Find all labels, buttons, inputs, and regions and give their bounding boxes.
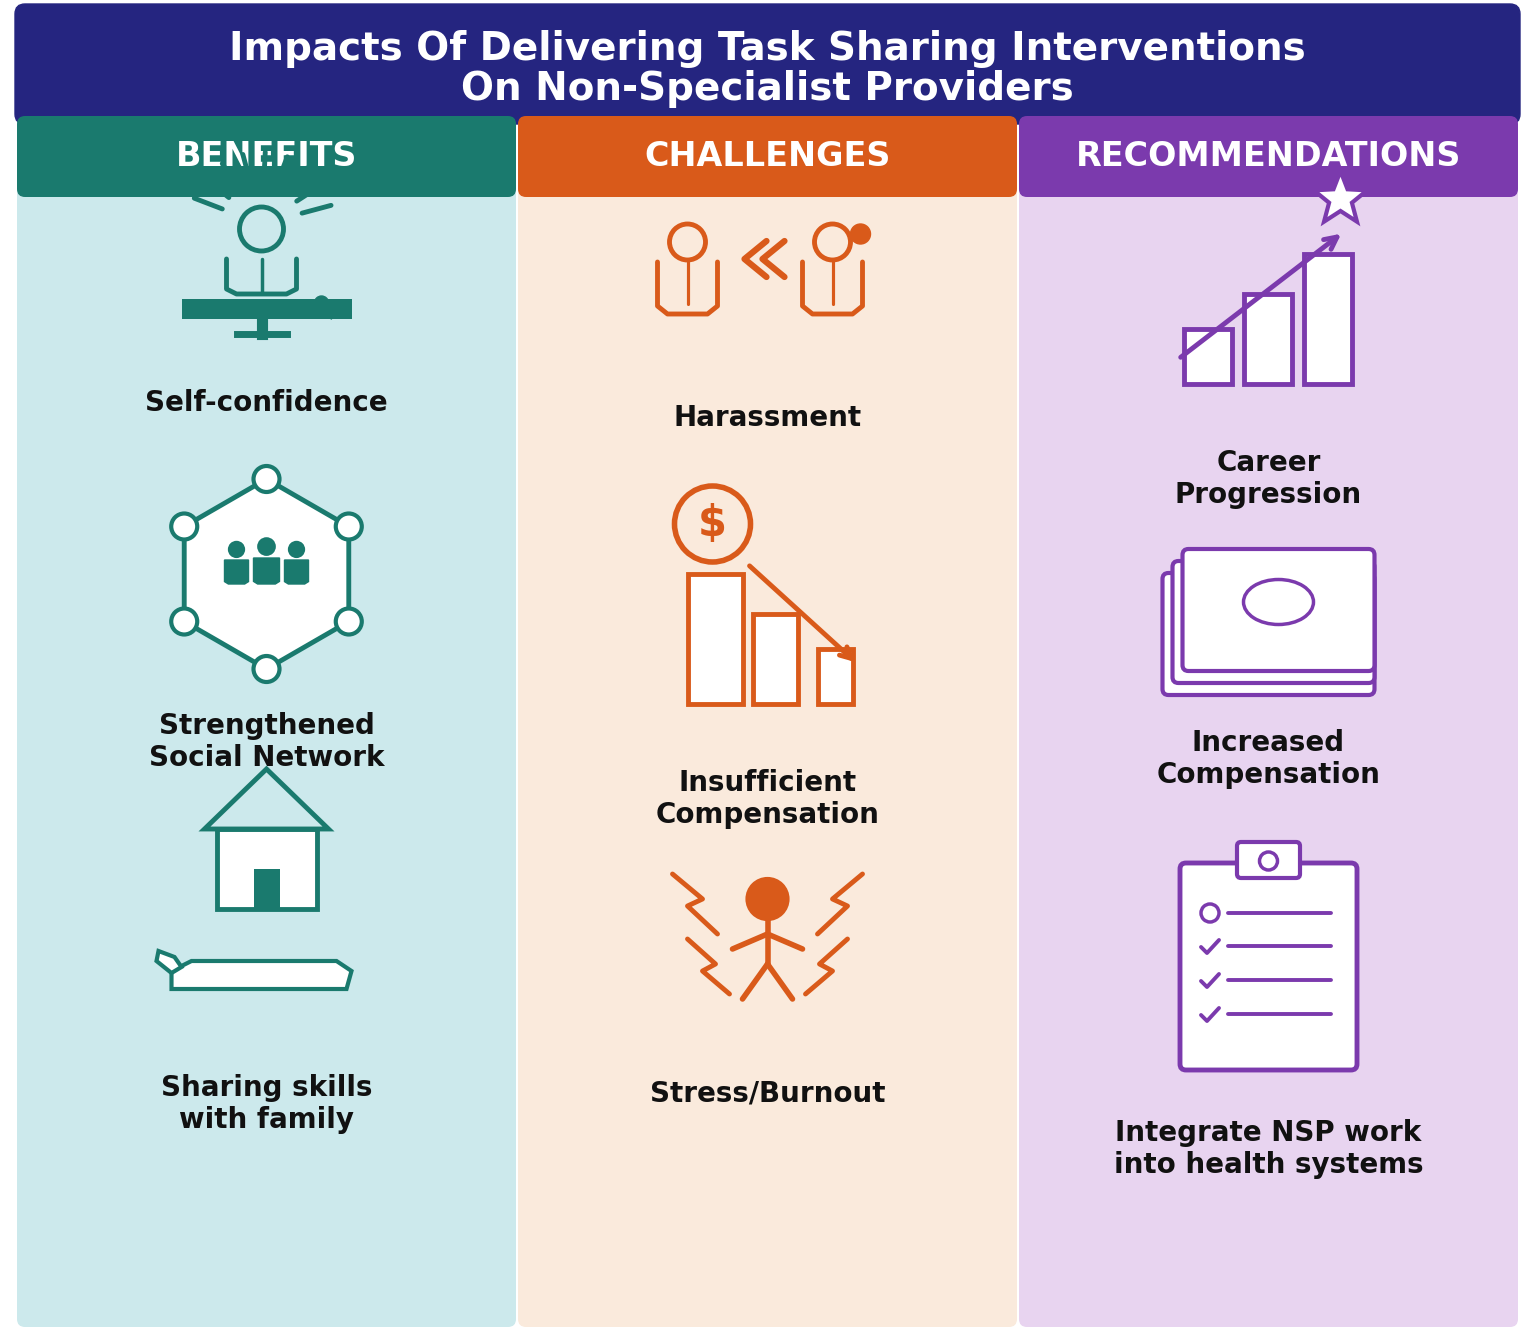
FancyBboxPatch shape [1237,841,1300,878]
Circle shape [172,513,196,539]
FancyBboxPatch shape [253,870,279,909]
FancyBboxPatch shape [818,649,852,704]
Circle shape [336,513,362,539]
Circle shape [253,656,279,681]
Circle shape [850,224,870,245]
Circle shape [748,879,787,919]
Text: Self-confidence: Self-confidence [146,388,388,417]
FancyBboxPatch shape [1019,116,1518,1327]
FancyBboxPatch shape [1180,863,1357,1070]
Text: Stress/Burnout: Stress/Burnout [649,1079,886,1107]
FancyBboxPatch shape [1019,116,1518,198]
Polygon shape [284,560,309,585]
FancyBboxPatch shape [752,614,798,704]
FancyBboxPatch shape [17,116,516,198]
Text: Sharing skills
with family: Sharing skills with family [161,1074,373,1134]
Polygon shape [1314,171,1368,222]
Circle shape [253,466,279,492]
Text: RECOMMENDATIONS: RECOMMENDATIONS [1076,140,1461,173]
FancyBboxPatch shape [1183,329,1231,384]
FancyBboxPatch shape [1303,254,1351,384]
FancyBboxPatch shape [1182,548,1374,671]
Circle shape [315,296,328,310]
FancyBboxPatch shape [216,829,316,909]
Circle shape [227,540,246,558]
Text: BENEFITS: BENEFITS [177,140,358,173]
Circle shape [336,609,362,634]
FancyBboxPatch shape [517,116,1018,1327]
Text: Career
Progression: Career Progression [1174,449,1362,509]
Polygon shape [172,961,352,989]
FancyBboxPatch shape [1243,294,1291,384]
Circle shape [289,540,305,558]
Text: Harassment: Harassment [674,405,861,431]
Text: Increased
Compensation: Increased Compensation [1156,728,1380,789]
Text: Integrate NSP work
into health systems: Integrate NSP work into health systems [1114,1120,1423,1180]
Text: Impacts Of Delivering Task Sharing Interventions: Impacts Of Delivering Task Sharing Inter… [229,30,1305,69]
Polygon shape [157,952,181,973]
FancyBboxPatch shape [17,116,516,1327]
FancyBboxPatch shape [517,116,1018,198]
FancyBboxPatch shape [688,574,743,704]
Circle shape [172,609,196,634]
FancyBboxPatch shape [1162,573,1374,695]
Text: On Non-Specialist Providers: On Non-Specialist Providers [460,70,1073,108]
Polygon shape [253,558,279,585]
Text: Strengthened
Social Network: Strengthened Social Network [149,712,384,773]
FancyBboxPatch shape [15,4,1520,124]
Polygon shape [184,478,348,669]
FancyBboxPatch shape [181,298,352,319]
Text: Insufficient
Compensation: Insufficient Compensation [655,769,880,829]
Polygon shape [224,560,249,585]
Circle shape [258,538,276,556]
FancyBboxPatch shape [1173,560,1374,683]
Text: $: $ [698,503,728,546]
Text: CHALLENGES: CHALLENGES [645,140,890,173]
